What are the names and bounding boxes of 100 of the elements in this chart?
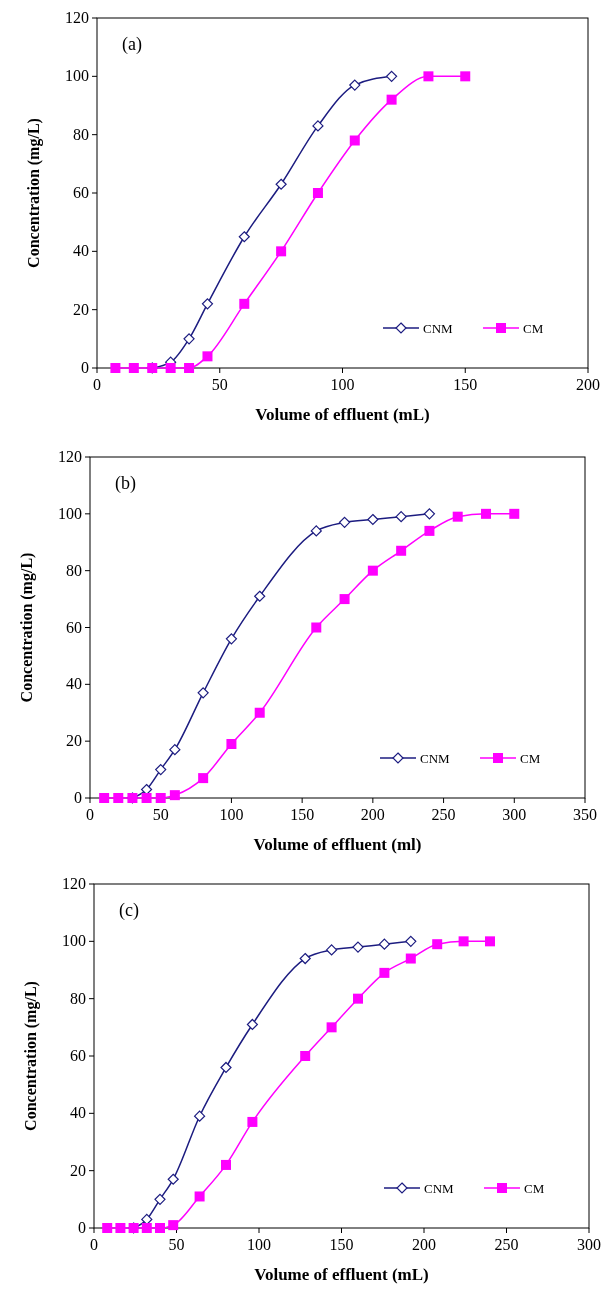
point — [349, 135, 360, 146]
point — [155, 1223, 165, 1233]
point — [115, 1223, 126, 1233]
point — [485, 936, 495, 947]
annotation: (b) — [115, 473, 136, 494]
point — [386, 94, 397, 105]
point — [310, 525, 322, 537]
x-tick-label: 50 — [211, 376, 228, 393]
point — [353, 993, 363, 1004]
point — [155, 793, 166, 803]
point — [141, 793, 152, 803]
y-tick-label: 40 — [73, 242, 89, 260]
point — [183, 333, 195, 345]
point — [312, 188, 323, 198]
x-tick-label: 0 — [93, 376, 101, 393]
point — [155, 763, 167, 776]
point — [367, 565, 378, 576]
legend-label: CNM — [423, 321, 454, 336]
point — [452, 511, 463, 522]
x-tick-label: 50 — [168, 1236, 185, 1253]
x-tick-label: 250 — [494, 1236, 519, 1253]
x-tick-label: 200 — [360, 806, 385, 823]
x-tick-label: 350 — [573, 806, 597, 823]
point — [221, 1159, 231, 1170]
y-tick-label: 100 — [65, 67, 89, 85]
y-tick-label: 60 — [66, 618, 82, 636]
y-tick-label: 120 — [62, 875, 86, 892]
point — [110, 363, 121, 373]
point — [312, 120, 324, 132]
y-tick-label: 20 — [70, 1161, 86, 1179]
point — [102, 1223, 113, 1233]
point — [395, 511, 407, 523]
x-axis-title: Volume of effluent (ml) — [253, 835, 422, 854]
point — [378, 938, 390, 950]
point — [128, 363, 139, 373]
point — [352, 941, 364, 953]
point — [460, 71, 471, 82]
point — [220, 1061, 232, 1074]
y-tick-label: 60 — [70, 1047, 86, 1064]
point — [113, 793, 124, 803]
point — [165, 363, 176, 373]
point — [386, 70, 398, 82]
y-tick-label: 0 — [81, 359, 89, 376]
point — [238, 231, 250, 243]
y-tick-label: 80 — [73, 125, 89, 143]
point — [509, 508, 520, 519]
x-tick-label: 150 — [453, 376, 478, 393]
point — [225, 633, 238, 645]
y-tick-label: 20 — [73, 300, 89, 318]
annotation: (c) — [119, 900, 139, 921]
y-tick-label: 120 — [58, 448, 82, 465]
y-tick-label: 20 — [66, 732, 82, 750]
point — [339, 594, 350, 605]
point — [432, 939, 443, 950]
annotation: (a) — [122, 34, 142, 55]
point — [169, 790, 180, 801]
point — [167, 1173, 179, 1185]
point — [396, 545, 407, 556]
point — [405, 953, 416, 964]
point — [194, 1191, 205, 1202]
point — [405, 935, 417, 947]
y-axis-title: Concentration (mg/L) — [22, 981, 40, 1131]
y-tick-label: 40 — [66, 675, 82, 693]
y-tick-label: 40 — [70, 1104, 86, 1122]
point — [300, 1051, 311, 1061]
x-tick-label: 100 — [247, 1236, 271, 1253]
point — [168, 1220, 179, 1231]
point — [379, 967, 390, 978]
y-axis-title: Concentration (mg/L) — [18, 552, 36, 703]
point — [424, 525, 435, 536]
point — [326, 1022, 337, 1033]
legend-label: CNM — [424, 1181, 455, 1196]
legend-label: CM — [524, 1181, 545, 1196]
point — [338, 516, 351, 528]
point — [326, 944, 338, 956]
point — [154, 1193, 166, 1205]
x-axis-title: Volume of effluent (mL) — [254, 1265, 429, 1284]
y-tick-label: 120 — [65, 9, 89, 26]
point — [349, 79, 361, 91]
point — [169, 744, 181, 756]
point — [299, 952, 311, 965]
point — [254, 590, 266, 602]
point — [202, 351, 213, 362]
point — [246, 1018, 258, 1031]
x-tick-label: 50 — [152, 806, 169, 823]
y-tick-label: 80 — [70, 989, 86, 1007]
point — [247, 1116, 258, 1127]
x-tick-label: 200 — [412, 1236, 436, 1253]
point — [194, 1110, 206, 1122]
x-tick-label: 250 — [431, 806, 456, 823]
point — [276, 246, 287, 257]
x-tick-label: 300 — [577, 1236, 601, 1253]
point — [197, 687, 209, 699]
x-tick-label: 100 — [330, 376, 355, 393]
legend-label: CM — [523, 321, 544, 336]
y-tick-label: 100 — [62, 932, 86, 950]
y-tick-label: 60 — [73, 184, 89, 201]
x-axis-title: Volume of effluent (mL) — [255, 405, 430, 424]
point — [481, 508, 491, 519]
y-tick-label: 0 — [74, 789, 82, 806]
